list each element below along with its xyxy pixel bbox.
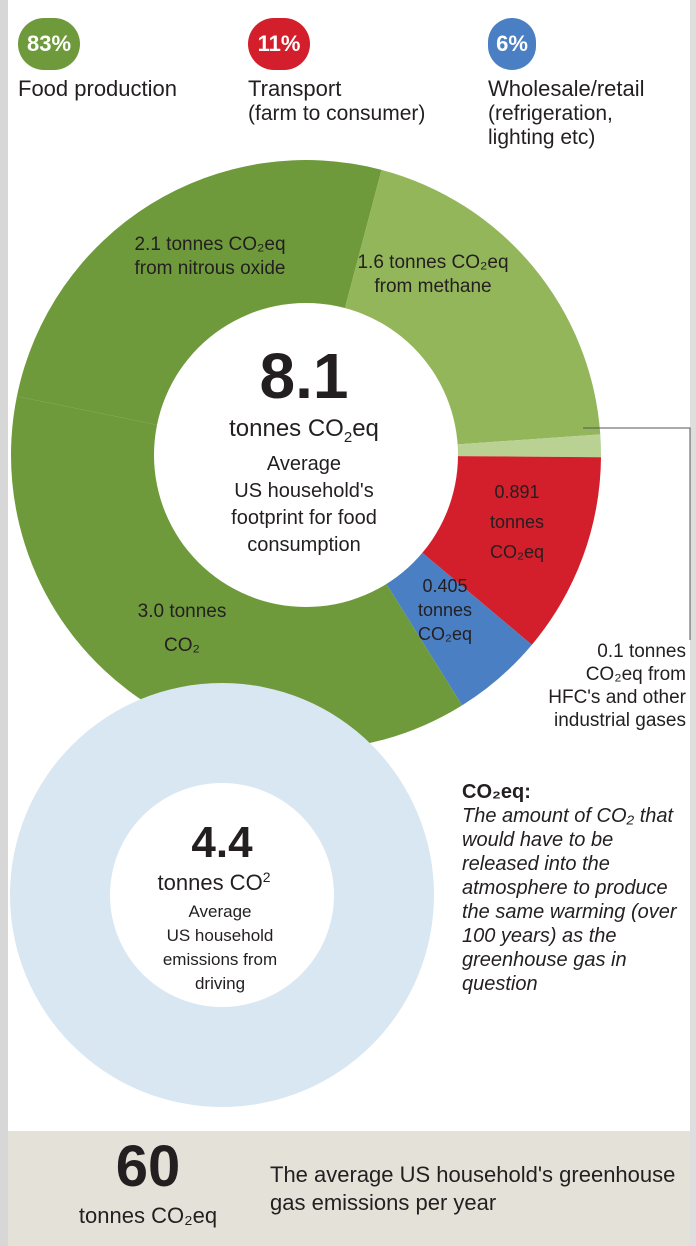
legend-sub-retail: (refrigeration, lighting etc) [488,102,613,149]
legend-food: 83% Food production [18,18,177,102]
legend-label-transport: Transport [248,76,342,101]
slice-label-5-line-0: 3.0 tonnes [138,601,227,622]
driving-value: 4.4 [191,818,253,867]
legend-transport: 11% Transport (farm to consumer) [248,18,425,126]
slice-label-3-line-2: CO₂eq [490,542,544,562]
hfc-label-line-1: CO₂eq from [585,664,686,685]
legend-badge-food: 83% [18,18,80,70]
driving-caption-line-3: driving [195,974,245,993]
center-caption-line-3: consumption [247,534,360,556]
center-caption-line-1: US household's [234,480,373,502]
co2eq-definition: CO₂eq: The amount of CO₂ that would have… [462,780,688,996]
slice-label-4-line-1: tonnes [418,600,472,620]
footer-unit: tonnes CO₂eq [78,1203,218,1228]
legend-sub-transport: (farm to consumer) [248,102,426,125]
left-border [0,0,8,1246]
hfc-label-line-3: industrial gases [553,710,686,731]
center-caption-line-2: footprint for food [231,507,377,529]
driving-hole [110,783,334,1007]
slice-label-3-line-0: 0.891 [494,482,539,502]
slice-label-1-line-1: from methane [374,276,491,297]
driving-unit: tonnes CO2 [158,869,271,895]
driving-caption-line-2: emissions from [163,950,277,969]
center-caption-line-0: Average [267,453,341,475]
slice-label-1-line-0: 1.6 tonnes CO₂eq [357,252,508,273]
legend-label-retail: Wholesale/retail [488,76,645,101]
footer-value: 60 [115,1134,181,1199]
slice-label-5-line-1: CO₂ [164,635,200,656]
hfc-callout: 0.1 tonnes CO₂eq from HFC's and other indus… [476,640,686,732]
footer-text: The average US household's greenhouse ga… [270,1162,676,1215]
slice-label-0-line-0: 2.1 tonnes CO₂eq [134,234,285,255]
center-unit: tonnes CO2eq [229,415,379,446]
hfc-leader-line [583,427,691,640]
hfc-label-line-2: HFC's and other [548,687,686,708]
slice-label-3-line-1: tonnes [490,512,544,532]
footer-panel: 60 tonnes CO₂eq The average US household… [8,1131,690,1246]
legend-badge-retail: 6% [488,18,536,70]
slice-label-4-line-2: CO₂eq [418,624,472,644]
hfc-label-line-0: 0.1 tonnes [597,641,686,662]
legend-badge-transport: 11% [248,18,310,70]
slice-label-4-line-0: 0.405 [422,576,467,596]
definition-term: CO₂eq: [462,781,531,803]
legend-label-food: Food production [18,76,177,101]
slice-label-0-line-1: from nitrous oxide [134,258,285,279]
driving-caption-line-1: US household [167,926,274,945]
center-value: 8.1 [260,340,349,412]
driving-caption-line-0: Average [188,902,251,921]
donut-charts: 2.1 tonnes CO₂eq from nitrous oxide 1.6 to… [10,160,691,1107]
donut-hole [154,303,458,607]
legend-retail: 6% Wholesale/retail (refrigeration, ligh… [488,18,678,150]
right-border [690,0,696,1246]
definition-text: The amount of CO₂ that would have to be … [462,805,677,995]
